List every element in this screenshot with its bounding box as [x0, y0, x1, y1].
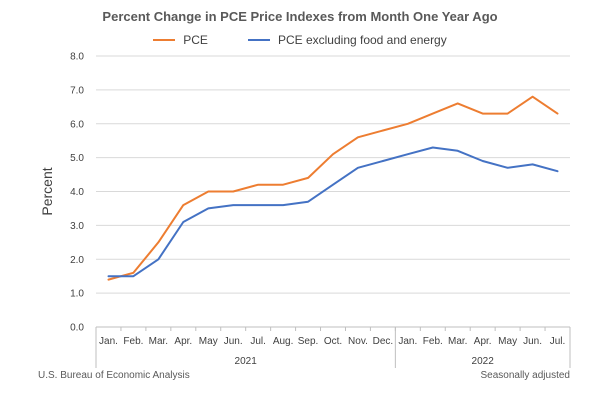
- y-tick-label-5: 5.0: [70, 153, 84, 164]
- x-tick-label-8: Sep.: [298, 336, 319, 347]
- adjustment-note: Seasonally adjusted: [480, 370, 570, 381]
- series-line-0: [107, 95, 559, 281]
- year-label-1: 2022: [472, 356, 495, 367]
- x-tick-label-7: Aug.: [273, 336, 294, 347]
- y-tick-label-3: 3.0: [70, 221, 84, 232]
- y-tick-label-8: 8.0: [70, 52, 84, 63]
- x-tick-label-9: Oct.: [324, 336, 342, 347]
- legend-label-pce: PCE: [183, 33, 208, 47]
- series-line-1: [107, 146, 559, 278]
- x-tick-label-17: Jun.: [523, 336, 542, 347]
- legend-swatch-core-pce: [247, 39, 270, 41]
- y-axis-label: Percent: [39, 167, 55, 215]
- x-tick-label-11: Dec.: [373, 336, 394, 347]
- y-tick-label-2: 2.0: [70, 255, 84, 266]
- x-tick-label-14: Mar.: [448, 336, 467, 347]
- y-tick-label-4: 4.0: [70, 187, 84, 198]
- y-tick-label-0: 0.0: [70, 323, 84, 334]
- y-tick-label-6: 6.0: [70, 119, 84, 130]
- x-tick-label-16: May: [498, 336, 517, 347]
- x-tick-label-4: May: [199, 336, 218, 347]
- x-tick-label-18: Jul.: [550, 336, 566, 347]
- legend-label-core-pce: PCE excluding food and energy: [277, 33, 447, 47]
- x-tick-label-2: Mar.: [149, 336, 168, 347]
- x-tick-label-12: Jan.: [398, 336, 417, 347]
- legend-item-core-pce: PCE excluding food and energy: [247, 33, 447, 47]
- y-tick-label-7: 7.0: [70, 85, 84, 96]
- legend-item-pce: PCE: [153, 33, 208, 47]
- x-tick-label-6: Jul.: [250, 336, 266, 347]
- year-label-0: 2021: [235, 356, 258, 367]
- x-tick-label-15: Apr.: [474, 336, 492, 347]
- y-tick-label-1: 1.0: [70, 289, 84, 300]
- chart-legend: PCE PCE excluding food and energy: [0, 33, 600, 47]
- x-tick-label-3: Apr.: [174, 336, 192, 347]
- x-tick-label-13: Feb.: [423, 336, 443, 347]
- x-tick-label-10: Nov.: [348, 336, 368, 347]
- x-tick-label-1: Feb.: [123, 336, 143, 347]
- x-tick-label-0: Jan.: [99, 336, 118, 347]
- source-note: U.S. Bureau of Economic Analysis: [38, 370, 190, 381]
- x-tick-label-5: Jun.: [224, 336, 243, 347]
- legend-swatch-pce: [153, 39, 176, 41]
- chart-title: Percent Change in PCE Price Indexes from…: [102, 9, 498, 24]
